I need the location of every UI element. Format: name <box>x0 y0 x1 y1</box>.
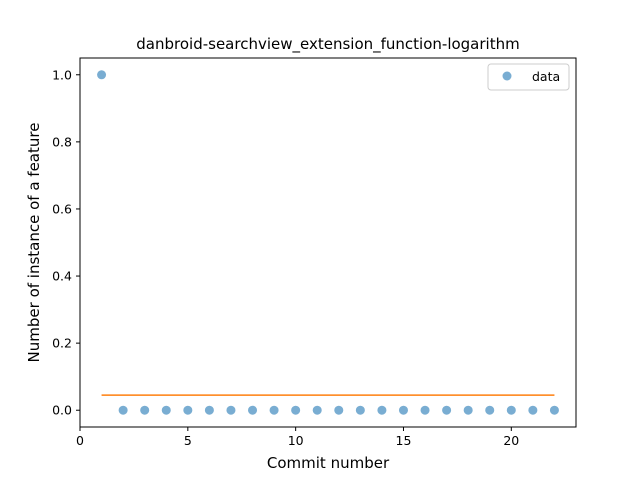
y-tick-label: 0.2 <box>52 336 72 351</box>
data-point <box>291 405 301 415</box>
chart-title: danbroid-searchview_extension_function-l… <box>136 35 519 54</box>
x-axis-ticks: 0 5 10 15 20 <box>76 427 519 448</box>
x-tick-label: 20 <box>503 433 519 448</box>
plot-area <box>97 70 559 415</box>
data-point <box>442 405 452 415</box>
data-point <box>334 405 344 415</box>
x-tick-label: 5 <box>184 433 192 448</box>
data-point <box>463 405 473 415</box>
data-point <box>248 405 258 415</box>
legend-label-data: data <box>532 69 560 84</box>
legend-box <box>487 63 570 91</box>
data-point <box>97 70 107 80</box>
data-point <box>528 405 538 415</box>
data-point <box>398 405 408 415</box>
data-point <box>549 405 559 415</box>
data-point <box>312 405 322 415</box>
data-point <box>420 405 430 415</box>
y-tick-label: 0.6 <box>52 201 72 216</box>
data-point <box>140 405 150 415</box>
y-tick-label: 0.4 <box>52 269 72 284</box>
data-point <box>269 405 279 415</box>
legend: data <box>487 63 570 91</box>
data-point <box>118 405 128 415</box>
axes-frame <box>79 57 577 428</box>
x-tick-label: 0 <box>76 433 84 448</box>
y-tick-label: 0.8 <box>52 134 72 149</box>
y-axis-label: Number of instance of a feature <box>25 123 43 363</box>
data-point <box>183 405 193 415</box>
x-tick-label: 10 <box>288 433 304 448</box>
data-point <box>355 405 365 415</box>
data-point <box>204 405 214 415</box>
data-point <box>506 405 516 415</box>
data-point <box>226 405 236 415</box>
y-tick-label: 1.0 <box>52 67 72 82</box>
data-point <box>377 405 387 415</box>
data-point <box>485 405 495 415</box>
legend-marker-data <box>502 71 512 81</box>
y-tick-label: 0.0 <box>52 403 72 418</box>
x-axis-label: Commit number <box>267 454 390 472</box>
x-tick-label: 15 <box>396 433 412 448</box>
data-point <box>161 405 171 415</box>
y-axis-ticks: 0.0 0.2 0.4 0.6 0.8 1.0 <box>52 67 80 418</box>
